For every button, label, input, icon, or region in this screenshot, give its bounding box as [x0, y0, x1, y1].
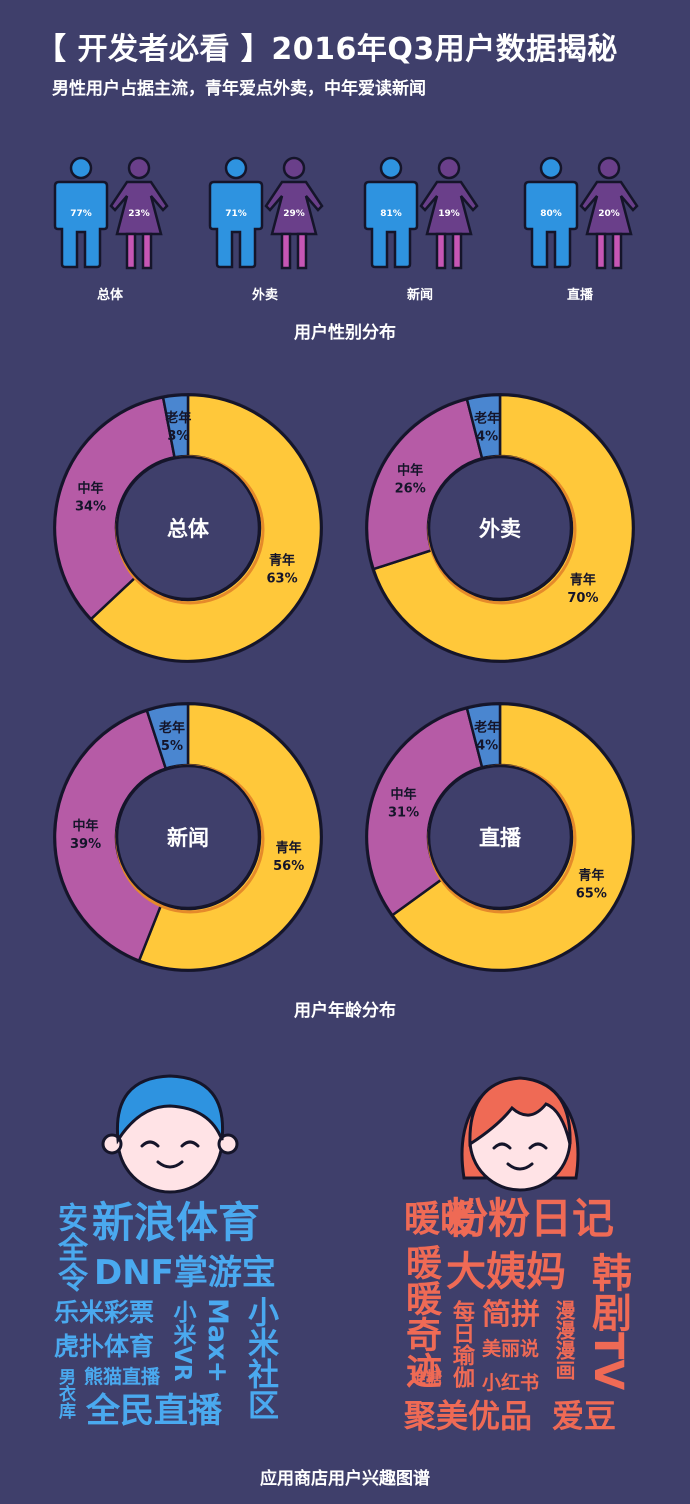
slice-value-label: 34% — [75, 499, 106, 514]
female-figure-icon: 29% — [264, 156, 324, 270]
page-title: 【 开发者必看 】2016年Q3用户数据揭秘 — [36, 32, 618, 67]
male-figure-icon: 81% — [363, 156, 419, 269]
slice-category-label: 老年 — [158, 720, 185, 736]
slice-category-label: 中年 — [397, 463, 423, 479]
slice-value-label: 3% — [167, 429, 189, 444]
word-hupu: 虎扑体育 — [54, 1332, 155, 1361]
age-donut-1: 青年 70% 中年 26% 老年 4% 外卖 — [365, 393, 635, 663]
word-xiongmao: 熊猫直播 — [84, 1366, 161, 1388]
word-jumei: 聚美优品 — [404, 1397, 533, 1435]
female-figure-icon: 23% — [109, 156, 169, 270]
slice-value-label: 31% — [388, 805, 419, 820]
female-percent: 29% — [283, 209, 305, 219]
age-caption: 用户年龄分布 — [294, 1001, 396, 1021]
slice-category-label: 青年 — [276, 840, 302, 856]
age-donut-0: 青年 63% 中年 34% 老年 3% 总体 — [53, 393, 323, 663]
word-manman: 漫漫漫画 — [552, 1300, 576, 1380]
male-percent: 80% — [540, 209, 562, 219]
word-meilishuo: 美丽说 — [482, 1338, 540, 1360]
gender-group-label: 直播 — [566, 288, 593, 303]
word-jianpin: 简拼 — [482, 1297, 541, 1331]
word-duitang: 堆糖 — [410, 1368, 443, 1387]
word-quanmin: 全民直播 — [86, 1391, 222, 1431]
gender-group-label: 外卖 — [251, 288, 278, 303]
slice-category-label: 青年 — [269, 553, 295, 569]
age-donut-2: 青年 56% 中年 39% 老年 5% 新闻 — [53, 702, 323, 972]
gender-icons: 77% 23% 71% 29% 81% 19% 80% 20% — [53, 156, 639, 270]
word-fenfen: 粉粉日记 — [446, 1194, 615, 1243]
donut-center-title: 外卖 — [479, 517, 521, 541]
slice-value-label: 26% — [395, 482, 426, 497]
word-hanju: 韩剧TV — [585, 1252, 631, 1391]
slice-value-label: 56% — [273, 859, 304, 874]
slice-value-label: 39% — [70, 837, 101, 852]
word-xiaomivr: 小米VR — [169, 1300, 195, 1382]
male-percent: 71% — [225, 209, 247, 219]
word-xiaohongshu: 小红书 — [482, 1372, 540, 1394]
slice-category-label: 青年 — [578, 868, 604, 884]
donut-center-title: 新闻 — [167, 826, 209, 850]
slice-category-label: 老年 — [473, 719, 500, 735]
word-xinlang: 新浪体育 — [92, 1198, 261, 1247]
boy-face-icon — [101, 1074, 239, 1194]
word-dayima: 大姨妈 — [446, 1249, 566, 1295]
slice-value-label: 63% — [267, 572, 298, 587]
girl-face-icon — [460, 1076, 580, 1192]
slice-value-label: 4% — [476, 429, 498, 444]
slice-category-label: 中年 — [73, 818, 99, 834]
gender-group-label: 新闻 — [406, 288, 433, 303]
slice-category-label: 中年 — [391, 786, 417, 802]
word-anquanling: 安全令 — [52, 1202, 87, 1292]
interest-caption: 应用商店用户兴趣图谱 — [260, 1469, 430, 1489]
gender-caption: 用户性别分布 — [294, 323, 396, 343]
word-nuannuanqiji: 暖暖奇迹 — [400, 1244, 441, 1388]
male-figure-icon: 71% — [208, 156, 264, 269]
male-figure-icon: 80% — [523, 156, 579, 269]
slice-category-label: 中年 — [78, 480, 104, 496]
word-dnf: DNF掌游宝 — [94, 1253, 276, 1293]
word-xiaomishequ: 小米社区 — [242, 1296, 278, 1420]
donut-center-title: 直播 — [479, 826, 522, 850]
female-percent: 23% — [128, 209, 150, 219]
female-figure-icon: 20% — [579, 156, 639, 270]
slice-value-label: 4% — [476, 738, 498, 753]
slice-value-label: 65% — [576, 887, 607, 902]
female-figure-icon: 19% — [419, 156, 479, 270]
word-nuannuan: 暖暖 — [404, 1199, 477, 1240]
slice-category-label: 老年 — [473, 410, 500, 426]
slice-category-label: 老年 — [164, 410, 191, 426]
word-nanyiku: 男衣库 — [55, 1368, 75, 1419]
slice-value-label: 5% — [161, 739, 183, 754]
word-aidou: 爱豆 — [552, 1397, 617, 1435]
male-percent: 81% — [380, 209, 402, 219]
age-donut-3: 青年 65% 中年 31% 老年 4% 直播 — [365, 702, 635, 972]
word-maxplus: Max+ — [202, 1298, 233, 1384]
female-percent: 19% — [438, 209, 460, 219]
word-lemi: 乐米彩票 — [54, 1298, 155, 1327]
donut-center-title: 总体 — [167, 517, 210, 541]
female-percent: 20% — [598, 209, 620, 219]
page-subtitle: 男性用户占据主流，青年爱点外卖，中年爱读新闻 — [52, 79, 426, 99]
slice-category-label: 青年 — [570, 572, 596, 588]
gender-group-label: 总体 — [96, 288, 123, 303]
male-figure-icon: 77% — [53, 156, 109, 269]
word-meiriyujia: 每日瑜伽 — [449, 1300, 474, 1388]
slice-value-label: 70% — [567, 591, 598, 606]
male-percent: 77% — [70, 209, 92, 219]
